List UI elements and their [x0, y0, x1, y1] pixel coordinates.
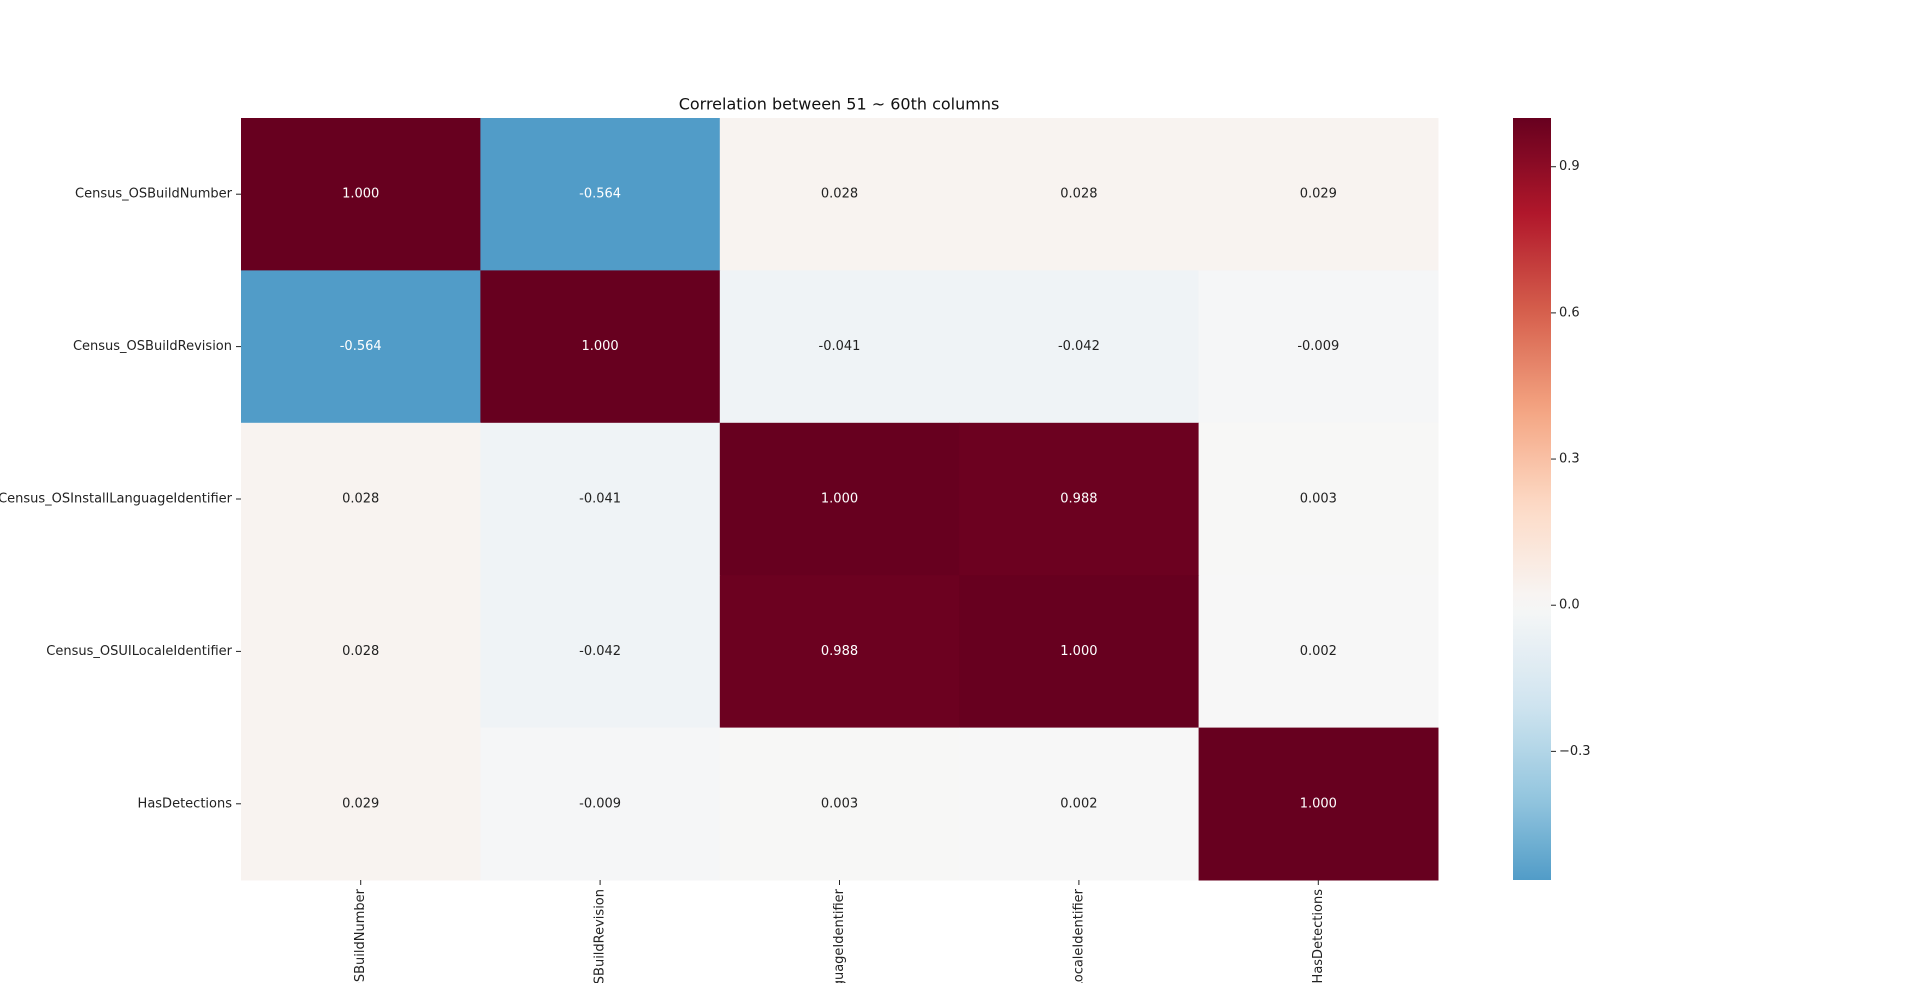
- heatmap-cell: [241, 727, 481, 881]
- heatmap-cell: [959, 270, 1200, 424]
- cell-label: -0.009: [579, 796, 621, 811]
- cell-label: 0.029: [1300, 187, 1337, 202]
- cell-label: 1.000: [1060, 644, 1097, 659]
- heatmap-cell: [480, 270, 721, 424]
- cell-label: -0.041: [579, 492, 621, 507]
- heatmap-cell: [1198, 727, 1439, 881]
- heatmap-cell: [959, 575, 1200, 729]
- cell-label: 1.000: [821, 492, 858, 507]
- x-tick-label: Census_OSUILocaleIdentifier: [1071, 888, 1086, 983]
- heatmap-cell: [480, 118, 721, 271]
- cell-label: -0.564: [340, 339, 382, 354]
- colorbar-tick-label: 0.3: [1559, 452, 1580, 467]
- cell-label: 1.000: [581, 339, 618, 354]
- colorbar-tick-label: 0.0: [1559, 598, 1580, 613]
- y-tick-label: Census_OSBuildNumber: [75, 187, 233, 202]
- heatmap-cell: [241, 575, 481, 729]
- x-tick-label: Census_OSBuildRevision: [593, 889, 608, 983]
- cell-label: 0.028: [821, 187, 858, 202]
- heatmap-cell: [480, 727, 721, 881]
- cell-label: 1.000: [342, 187, 379, 202]
- cell-label: -0.041: [819, 339, 861, 354]
- heatmap-cell: [1198, 422, 1439, 576]
- x-tick-label: HasDetections: [1311, 889, 1326, 983]
- cell-label: 1.000: [1300, 796, 1337, 811]
- cell-label: 0.988: [1060, 492, 1097, 507]
- cell-label: -0.009: [1297, 339, 1339, 354]
- heatmap-cell: [719, 118, 960, 271]
- cell-label: 0.002: [1300, 644, 1337, 659]
- y-tick-label: Census_OSInstallLanguageIdentifier: [0, 492, 233, 507]
- cell-label: 0.028: [342, 644, 379, 659]
- cell-label: -0.564: [579, 187, 621, 202]
- heatmap-cell: [959, 118, 1200, 271]
- heatmap-cell: [480, 575, 721, 729]
- y-tick-label: Census_OSUILocaleIdentifier: [46, 644, 232, 659]
- heatmap-cell: [1198, 270, 1439, 424]
- x-tick-label: Census_OSBuildNumber: [353, 888, 368, 983]
- colorbar: [1513, 118, 1551, 880]
- heatmap-cell: [241, 118, 481, 271]
- colorbar-tick-label: 0.9: [1559, 159, 1580, 174]
- heatmap-cell: [241, 422, 481, 576]
- colorbar-tick-label: 0.6: [1559, 305, 1580, 320]
- x-tick-label: Census_OSInstallLanguageIdentifier: [832, 888, 847, 983]
- cell-label: 0.029: [342, 796, 379, 811]
- cell-label: 0.002: [1060, 796, 1097, 811]
- heatmap-cell: [241, 270, 481, 424]
- cell-label: 0.028: [1060, 187, 1097, 202]
- cell-label: -0.042: [1058, 339, 1100, 354]
- heatmap-cell: [959, 422, 1200, 576]
- cell-label: 0.988: [821, 644, 858, 659]
- cell-label: 0.003: [821, 796, 858, 811]
- heatmap-cell: [719, 422, 960, 576]
- heatmap-cell: [719, 575, 960, 729]
- cell-label: 0.003: [1300, 492, 1337, 507]
- y-tick-label: Census_OSBuildRevision: [73, 339, 232, 354]
- heatmap-cell: [959, 727, 1200, 881]
- cell-label: 0.028: [342, 492, 379, 507]
- heatmap-cell: [719, 270, 960, 424]
- cell-label: -0.042: [579, 644, 621, 659]
- chart-title: Correlation between 51 ~ 60th columns: [679, 95, 1000, 114]
- heatmap-cell: [719, 727, 960, 881]
- heatmap-cell: [1198, 118, 1439, 271]
- colorbar-tick-label: −0.3: [1559, 744, 1591, 759]
- heatmap-cell: [480, 422, 721, 576]
- heatmap-cell: [1198, 575, 1439, 729]
- y-tick-label: HasDetections: [138, 796, 233, 811]
